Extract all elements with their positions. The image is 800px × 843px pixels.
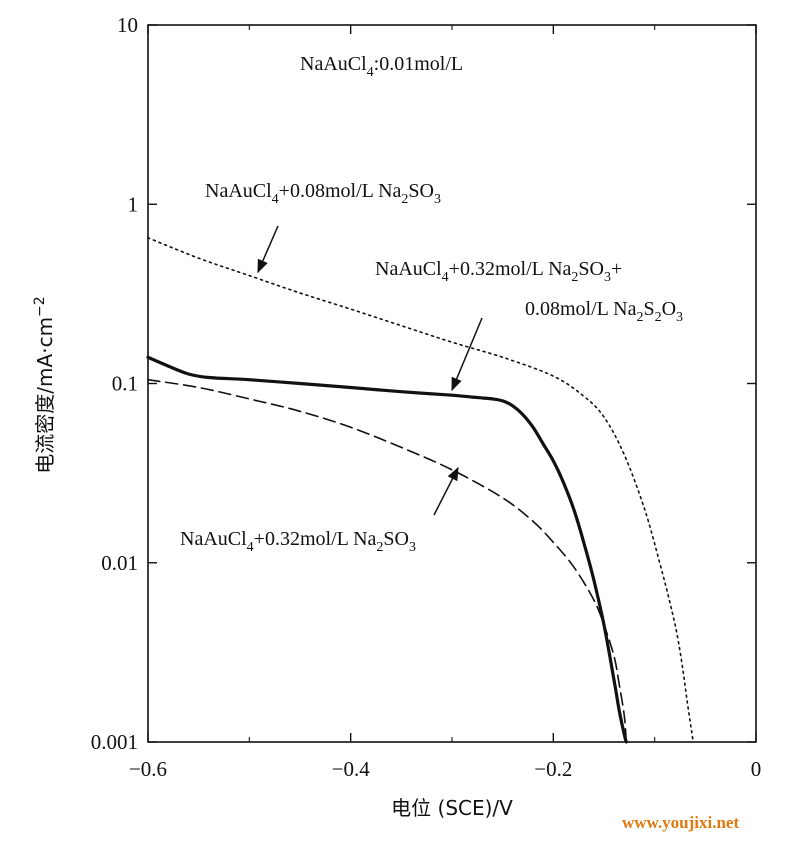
y-tick-label: 0.001 xyxy=(91,730,138,754)
annotation-dotted-curve: NaAuCl4+0.08mol/L Na2SO3 xyxy=(205,180,441,207)
arrow-dashed-curve xyxy=(433,466,459,516)
x-axis-title: 电位 (SCE)/V xyxy=(391,796,513,820)
series-line-solid xyxy=(146,355,628,744)
x-tick-label: −0.6 xyxy=(129,757,167,781)
y-tick-label: 10 xyxy=(117,13,138,37)
x-tick-label: −0.4 xyxy=(332,757,371,781)
annotation-solid-curve-line2: 0.08mol/L Na2S2O3 xyxy=(525,298,683,325)
y-tick-label: 0.01 xyxy=(101,551,138,575)
arrow-dotted-curve xyxy=(257,225,279,274)
x-tick-label: 0 xyxy=(751,757,762,781)
series-line-dotted xyxy=(147,237,694,743)
y-axis-title: 电流密度/mA·cm−2 xyxy=(32,296,57,473)
annotation-solid-curve-line1: NaAuCl4+0.32mol/L Na2SO3+ xyxy=(375,258,622,285)
watermark: www.youjixi.net xyxy=(622,813,739,832)
series-line-dashed xyxy=(147,378,628,743)
header-note: NaAuCl4:0.01mol/L xyxy=(300,53,463,80)
series-group xyxy=(146,237,694,744)
x-tick-label: −0.2 xyxy=(534,757,572,781)
axis-tick-labels: −0.6 −0.4 −0.2 0 10 1 0.1 0.01 0.001 xyxy=(91,13,762,781)
arrow-solid-curve xyxy=(451,317,483,392)
y-tick-label: 0.1 xyxy=(112,372,138,396)
y-tick-label: 1 xyxy=(128,192,139,216)
plot-frame xyxy=(147,24,757,743)
annotation-dashed-curve: NaAuCl4+0.32mol/L Na2SO3 xyxy=(180,528,416,555)
axis-ticks xyxy=(147,24,757,743)
